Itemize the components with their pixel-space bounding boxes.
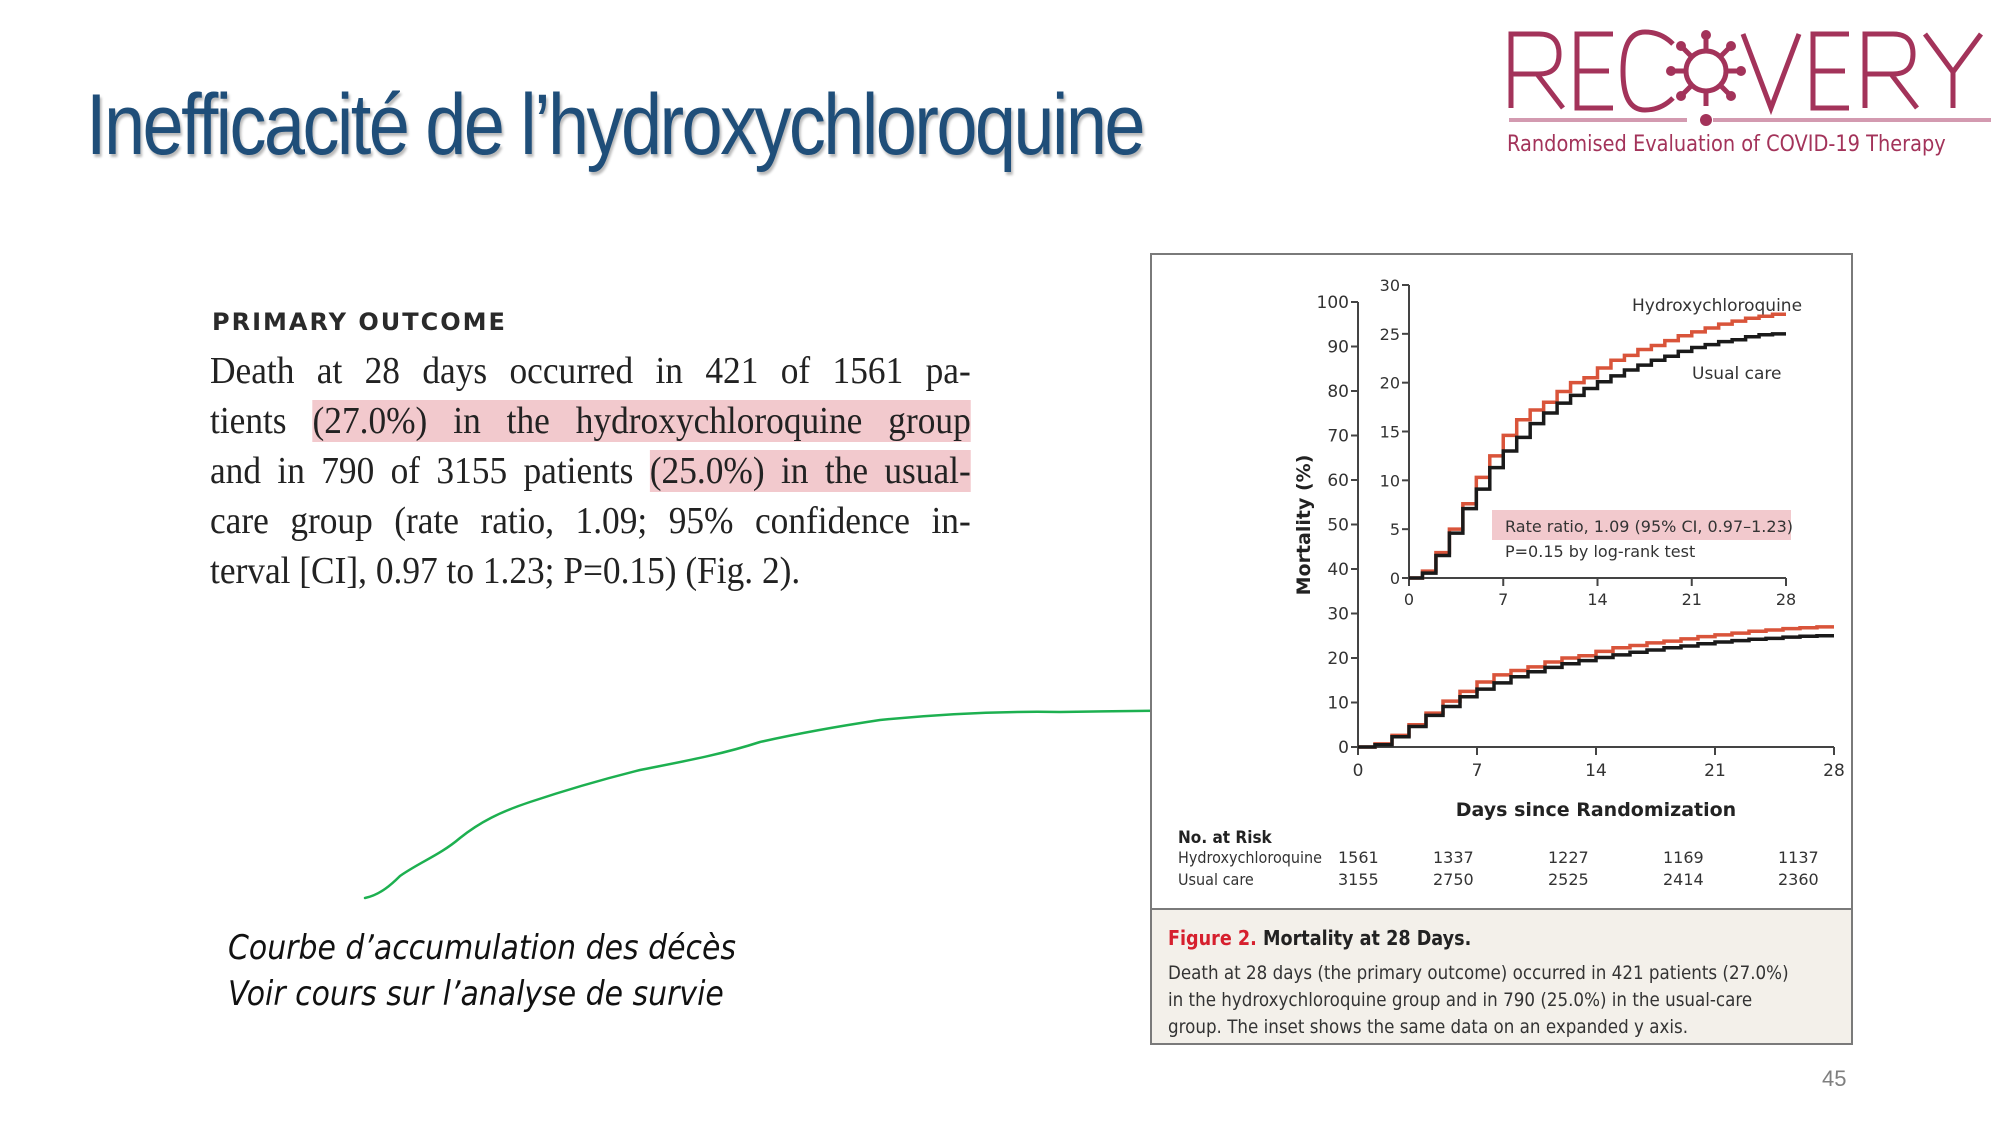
risk-table-row: Usual care 3155 2750 2525 2414 2360 <box>1178 870 1838 892</box>
y-tick-label: 25 <box>1380 325 1400 344</box>
y-tick-label: 10 <box>1327 694 1349 714</box>
risk-table: No. at Risk Hydroxychloroquine 1561 1337 12… <box>1178 828 1838 892</box>
risk-cell: 2750 <box>1433 870 1474 889</box>
caption-figure-label: Figure 2. <box>1168 926 1257 950</box>
x-tick-label: 7 <box>1498 590 1508 609</box>
y-tick-label: 0 <box>1338 738 1349 758</box>
y-tick-label: 70 <box>1327 427 1349 447</box>
page-number: 45 <box>1822 1066 1847 1091</box>
caption-line: Death at 28 days (the primary outcome) o… <box>1168 962 1789 984</box>
y-axis-label: Mortality (%) <box>1293 455 1315 596</box>
y-tick-label: 100 <box>1317 293 1349 313</box>
paragraph-line: terval [CI], 0.97 to 1.23; P=0.15) (Fig.… <box>210 550 801 592</box>
legend-hydroxychloroquine: Hydroxychloroquine <box>1632 296 1802 316</box>
slide-title: Inefficacité de l’hydroxychloroquine <box>86 77 1146 173</box>
caption-title: Figure 2. Mortality at 28 Days. <box>1168 926 1755 950</box>
recovery-logo: RECOVERY Ran <box>1505 28 1995 168</box>
x-tick-label: 7 <box>1472 761 1483 781</box>
risk-cell: 2360 <box>1778 870 1819 889</box>
risk-cell: 1561 <box>1338 848 1379 867</box>
x-tick-label: 0 <box>1404 590 1414 609</box>
caption-figure-title: Mortality at 28 Days. <box>1262 926 1472 950</box>
y-tick-label: 80 <box>1327 382 1349 402</box>
highlight-hcq-percent: (27.0%) in the hydroxychloroquine group <box>312 400 971 442</box>
risk-cell: 1137 <box>1778 848 1819 867</box>
annotation-line-2: Voir cours sur l’analyse de survie <box>228 974 724 1014</box>
series-line-usual-care <box>1409 332 1786 580</box>
risk-cell: 1169 <box>1663 848 1704 867</box>
figure-caption: Figure 2. Mortality at 28 Days. Death at… <box>1150 908 1853 1045</box>
caption-body: Death at 28 days (the primary outcome) o… <box>1168 960 1789 1041</box>
p-value-text: P=0.15 by log-rank test <box>1505 542 1695 561</box>
x-tick-label: 28 <box>1776 590 1796 609</box>
y-tick-label: 90 <box>1327 338 1349 358</box>
risk-cell: 1337 <box>1433 848 1474 867</box>
x-tick-label: 0 <box>1353 761 1364 781</box>
caption-line: in the hydroxychloroquine group and in 7… <box>1168 989 1753 1011</box>
x-tick-label: 21 <box>1704 761 1726 781</box>
x-axis-label: Days since Randomization <box>1456 799 1736 821</box>
logo-rule-left <box>1509 118 1687 122</box>
highlight-usual-care-percent: (25.0%) in the usual- <box>649 450 971 492</box>
x-tick-label: 28 <box>1823 761 1845 781</box>
paragraph-line: care group (rate ratio, 1.09; 95% confid… <box>210 500 971 542</box>
logo-rule-right <box>1713 118 1991 122</box>
paragraph-line: and in 790 of 3155 patients (25.0%) in t… <box>210 450 971 492</box>
paragraph-line: Death at 28 days occurred in 421 of 1561… <box>210 350 971 392</box>
risk-table-row: Hydroxychloroquine 1561 1337 1227 1169 1137 <box>1178 848 1838 870</box>
y-tick-label: 60 <box>1327 471 1349 491</box>
risk-row-label: Hydroxychloroquine <box>1178 848 1323 867</box>
y-tick-label: 0 <box>1390 569 1400 588</box>
y-tick-label: 20 <box>1327 649 1349 669</box>
primary-outcome-paragraph: Death at 28 days occurred in 421 of 1561… <box>210 346 971 596</box>
caption-line: group. The inset shows the same data on … <box>1168 1016 1689 1038</box>
y-tick-label: 50 <box>1327 516 1349 536</box>
risk-cell: 2414 <box>1663 870 1704 889</box>
legend-usual-care: Usual care <box>1692 364 1781 384</box>
risk-cell: 2525 <box>1548 870 1589 889</box>
x-tick-label: 14 <box>1585 761 1607 781</box>
stats-highlight-box <box>1492 510 1791 540</box>
risk-cell: 1227 <box>1548 848 1589 867</box>
series-line-usual-care <box>1358 634 1834 749</box>
y-tick-label: 30 <box>1327 605 1349 625</box>
logo-wordmark-icon <box>1508 29 1984 126</box>
risk-table-heading: No. at Risk <box>1178 828 1272 848</box>
x-tick-label: 21 <box>1682 590 1702 609</box>
x-tick-label: 14 <box>1587 590 1607 609</box>
paragraph-line: tients (27.0%) in the hydroxychloroquine… <box>210 400 971 442</box>
annotation-text: Courbe d’accumulation des décès Voir cou… <box>228 925 736 1017</box>
logo-subtitle: Randomised Evaluation of COVID-19 Therap… <box>1507 132 1946 157</box>
risk-cell: 3155 <box>1338 870 1379 889</box>
y-tick-label: 5 <box>1390 520 1400 539</box>
risk-row-label: Usual care <box>1178 870 1254 889</box>
y-tick-label: 30 <box>1380 276 1400 295</box>
y-tick-label: 20 <box>1380 374 1400 393</box>
rate-ratio-text: Rate ratio, 1.09 (95% CI, 0.97–1.23) <box>1505 517 1793 536</box>
series-line-hydroxychloroquine <box>1358 625 1834 749</box>
y-tick-label: 40 <box>1327 560 1349 580</box>
y-tick-label: 15 <box>1380 423 1400 442</box>
annotation-line-1: Courbe d’accumulation des décès <box>228 928 737 968</box>
primary-outcome-heading: PRIMARY OUTCOME <box>212 308 507 336</box>
y-tick-label: 10 <box>1380 471 1400 490</box>
